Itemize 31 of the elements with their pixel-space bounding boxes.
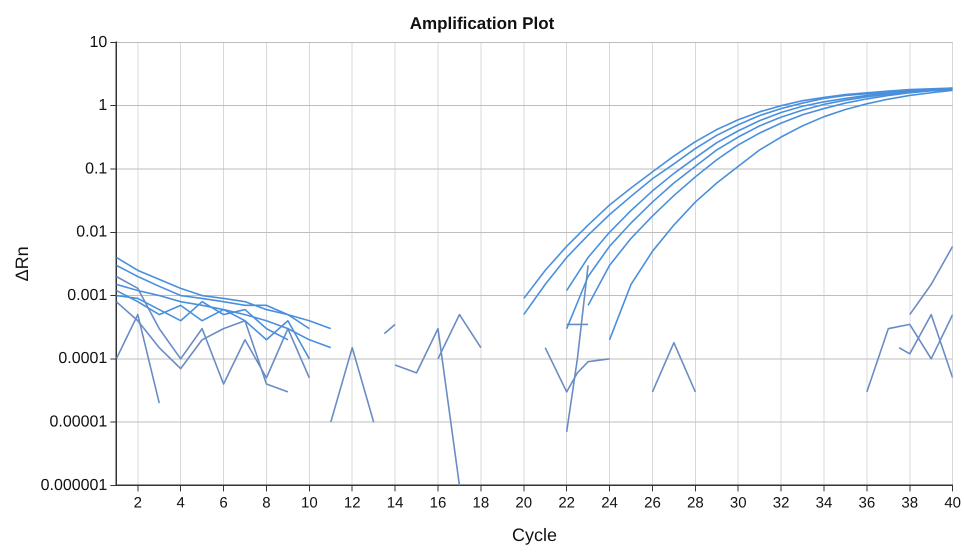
x-tick-label: 14 (386, 494, 404, 512)
y-tick-label: 0.0001 (58, 350, 108, 368)
x-axis-title: Cycle (512, 525, 558, 546)
x-tick-label: 2 (134, 494, 142, 512)
x-tick-label: 24 (601, 494, 618, 512)
x-tick-label: 20 (515, 494, 532, 512)
y-tick-label: 10 (90, 34, 108, 51)
x-tick-label: 32 (772, 494, 790, 512)
y-tick-label: 0.00001 (49, 414, 108, 431)
x-tick-label: 4 (176, 494, 185, 512)
y-axis-title: ΔRn (12, 246, 32, 282)
x-tick-label: 6 (219, 494, 228, 512)
y-tick-label: 1 (98, 97, 108, 114)
x-tick-label: 36 (858, 494, 876, 512)
x-tick-label: 30 (730, 494, 747, 512)
x-tick-label: 28 (686, 494, 704, 512)
x-tick-label: 38 (901, 494, 918, 512)
x-tick-label: 12 (344, 494, 361, 512)
chart-title: Amplification Plot (410, 14, 555, 33)
x-tick-label: 34 (816, 494, 832, 512)
y-tick-label: 0.1 (85, 160, 108, 178)
x-tick-label: 8 (262, 494, 271, 512)
x-tick-label: 22 (558, 494, 576, 512)
y-tick-label: 0.000001 (40, 476, 108, 494)
x-tick-label: 18 (472, 494, 490, 512)
x-tick-label: 10 (300, 494, 318, 512)
x-tick-label: 40 (944, 494, 961, 512)
y-tick-label: 0.01 (76, 224, 108, 241)
x-tick-label: 26 (644, 494, 661, 512)
x-tick-label: 16 (430, 494, 446, 512)
y-tick-label: 0.001 (67, 286, 108, 304)
